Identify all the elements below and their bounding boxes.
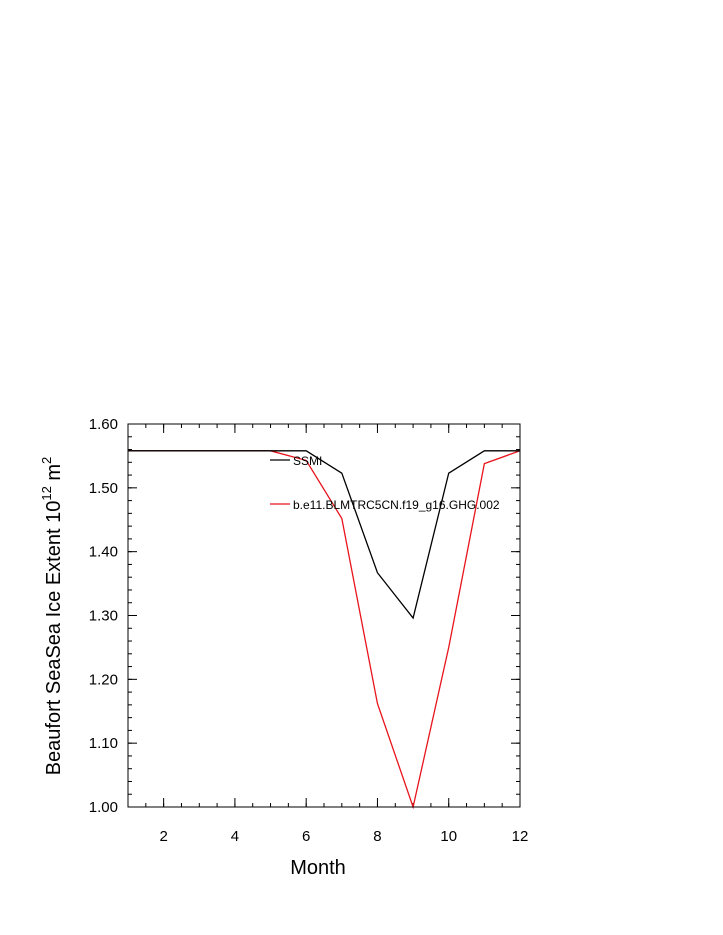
x-tick-label: 10 (440, 828, 457, 845)
y-major-ticks (128, 423, 520, 808)
y-tick-label: 1.60 (89, 416, 118, 433)
x-tick-labels: 2 4 6 8 10 12 (159, 828, 528, 845)
y-axis-title: Beaufort SeaSea Ice Extent 1012 m2 (39, 457, 65, 776)
x-minor-ticks (127, 424, 521, 807)
series-line-ssmi (128, 450, 520, 620)
x-tick-label: 6 (302, 828, 310, 845)
series-lines (128, 450, 521, 810)
x-tick-label: 2 (159, 828, 167, 845)
y-axis-title-main: Beaufort SeaSea Ice Extent 10 (43, 501, 65, 776)
x-axis-title: Month (290, 857, 346, 879)
y-tick-label: 1.50 (89, 480, 118, 497)
y-minor-ticks (128, 423, 520, 808)
y-tick-label: 1.00 (89, 799, 118, 816)
x-tick-label: 8 (373, 828, 381, 845)
y-axis-title-unit-exponent: 2 (39, 457, 54, 464)
x-major-ticks (163, 424, 521, 807)
y-axis-title-exponent: 12 (39, 486, 54, 500)
y-tick-labels: 1.00 1.10 1.20 1.30 1.40 1.50 1.60 (89, 416, 118, 816)
legend: SSMI b.e11.BLMTRC5CN.f19_g16.GHG.002 (270, 454, 500, 512)
y-tick-label: 1.10 (89, 735, 118, 752)
plot-frame (127, 423, 521, 808)
x-tick-label: 4 (231, 828, 239, 845)
y-tick-label: 1.40 (89, 544, 118, 561)
y-tick-label: 1.20 (89, 671, 118, 688)
legend-label-0: SSMI (293, 454, 322, 468)
y-tick-label: 1.30 (89, 608, 118, 625)
x-tick-label: 12 (512, 828, 529, 845)
legend-label-1: b.e11.BLMTRC5CN.f19_g16.GHG.002 (293, 498, 500, 512)
y-axis-title-unit: m (43, 464, 65, 486)
